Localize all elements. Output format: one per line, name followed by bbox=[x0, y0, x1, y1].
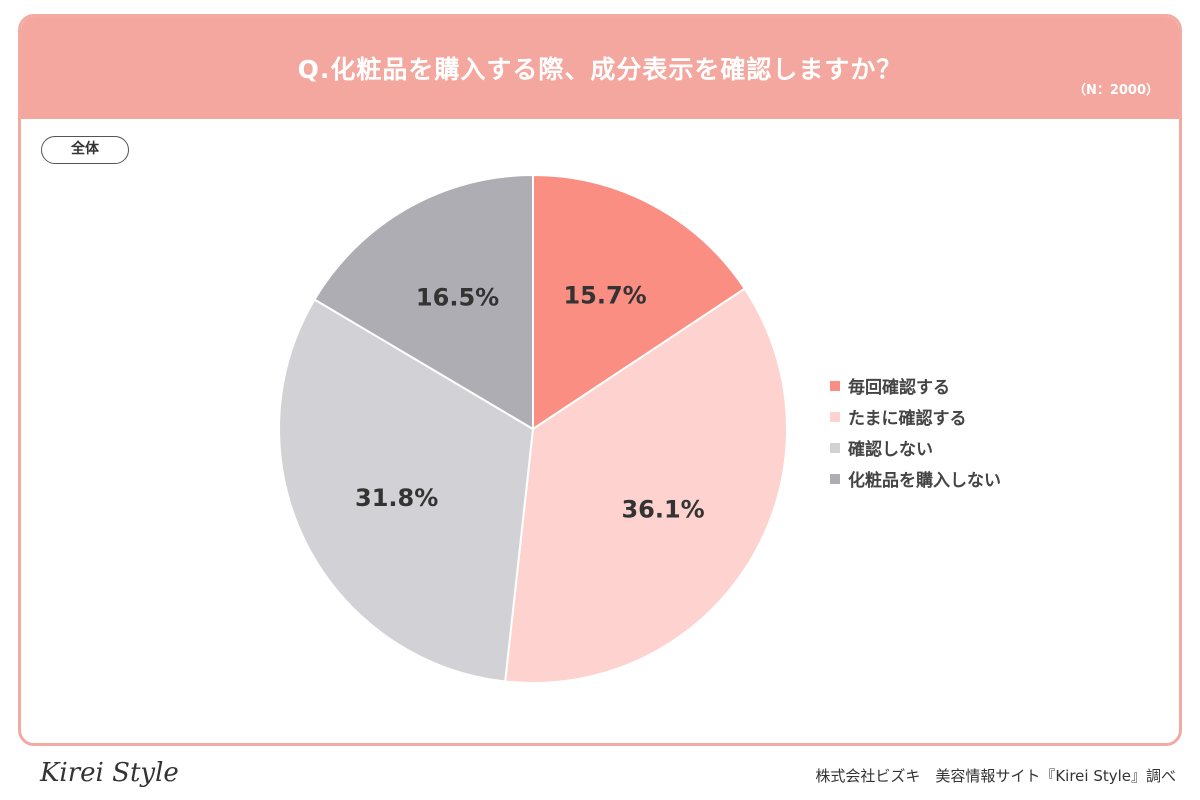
pie-slice-4 bbox=[313, 173, 534, 431]
legend-item-3: 確認しない bbox=[830, 432, 1001, 463]
kirei-style-logo: Kirei Style bbox=[40, 758, 179, 788]
legend-swatch bbox=[830, 442, 840, 453]
chart-title: Q.化粧品を購入する際、成分表示を確認しますか？ bbox=[297, 55, 903, 84]
legend-label: 化粧品を購入しない bbox=[848, 471, 1001, 491]
chart-legend: 毎回確認する たまに確認する 確認しない化粧品を購入しない bbox=[830, 370, 1001, 494]
legend-item-4: 化粧品を購入しない bbox=[830, 463, 1001, 494]
scope-badge: 全体 bbox=[41, 136, 129, 164]
legend-swatch bbox=[830, 473, 840, 484]
legend-label: たまに確認する bbox=[848, 409, 967, 429]
legend-label: 毎回確認する bbox=[848, 378, 950, 398]
pie-slice-1 bbox=[532, 173, 747, 431]
slice-label-1: 15.7% bbox=[563, 282, 646, 310]
chart-header: Q.化粧品を購入する際、成分表示を確認しますか？ （N：2000） bbox=[21, 17, 1179, 119]
legend-item-2: たまに確認する bbox=[830, 401, 1001, 432]
pie-slice-3 bbox=[278, 298, 535, 683]
legend-swatch bbox=[830, 380, 840, 391]
legend-label: 確認しない bbox=[848, 440, 933, 460]
legend-item-1: 毎回確認する bbox=[830, 370, 1001, 401]
pie-slice-2 bbox=[504, 287, 788, 684]
sample-size: （N：2000） bbox=[1072, 83, 1159, 98]
slice-label-4: 16.5% bbox=[416, 284, 499, 312]
source-credit: 株式会社ビズキ 美容情報サイト『Kirei Style』調べ bbox=[815, 767, 1176, 785]
slice-label-2: 36.1% bbox=[621, 495, 704, 523]
slice-label-3: 31.8% bbox=[355, 484, 438, 512]
legend-swatch bbox=[830, 411, 840, 422]
